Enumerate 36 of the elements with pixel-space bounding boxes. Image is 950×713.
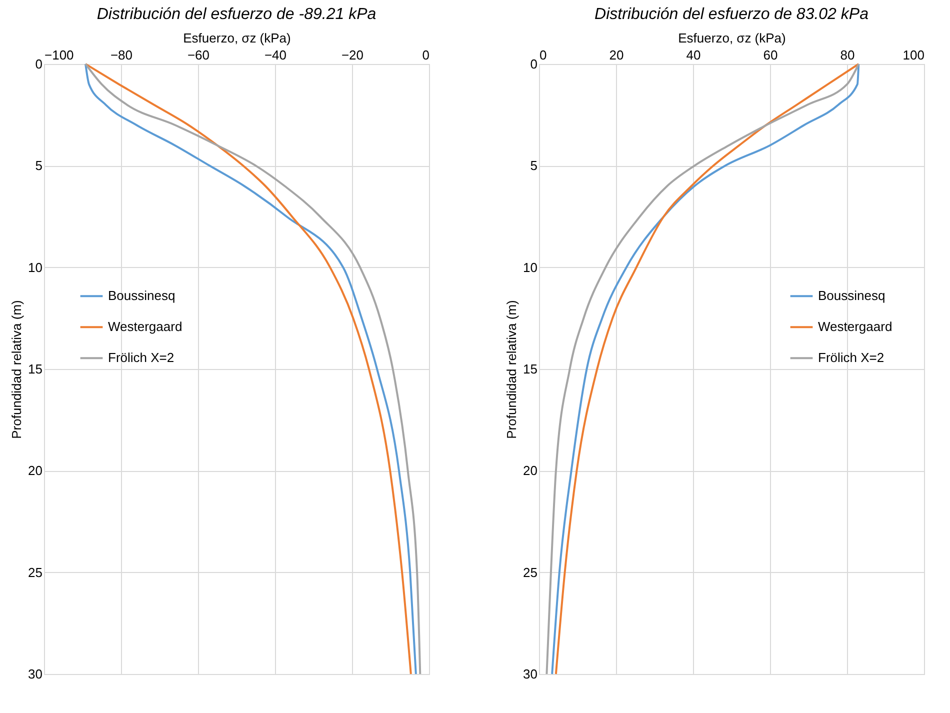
y-tick-label: 5 [530,158,538,174]
x-tick-label: 60 [763,48,778,62]
legend-label: Frölich X=2 [108,350,174,366]
legend-label: Frölich X=2 [818,350,884,366]
legend-label: Westergaard [108,319,182,334]
y-axis-title: Profundidad relativa (m) [504,300,520,439]
y-tick-label: 25 [523,564,538,580]
chart-title: Distribución del esfuerzo de -89.21 kPa [96,6,376,23]
x-tick-label: −100 [44,48,74,62]
y-tick-label: 20 [28,463,42,478]
y-tick-label: 20 [523,463,538,478]
y-tick-label: 5 [35,158,42,174]
x-tick-label: 0 [540,48,547,62]
y-tick-label: 30 [28,666,42,682]
x-tick-label: 20 [609,48,624,62]
y-tick-label: 30 [523,666,538,682]
x-tick-label: 40 [686,48,701,62]
y-tick-label: 25 [28,564,42,580]
x-axis-title: Esfuerzo, σz (kPa) [183,30,291,46]
x-axis-title: Esfuerzo, σz (kPa) [678,30,786,46]
x-tick-label: −60 [187,48,210,62]
y-tick-label: 15 [28,362,42,376]
x-tick-label: −80 [110,48,133,62]
y-tick-label: 10 [523,260,538,275]
y-tick-label: 10 [28,260,42,275]
legend-label: Westergaard [818,319,892,334]
x-tick-label: 100 [902,48,924,62]
x-tick-label: −20 [341,48,364,62]
y-tick-label: 15 [523,362,538,376]
x-tick-label: −40 [264,48,287,62]
legend-label: Boussinesq [818,288,886,304]
chart-title: Distribución del esfuerzo de 83.02 kPa [594,6,869,23]
x-tick-label: 0 [422,48,430,62]
y-axis-title: Profundidad relativa (m) [9,300,24,439]
legend-label: Boussinesq [108,288,176,304]
x-tick-label: 80 [840,48,855,62]
